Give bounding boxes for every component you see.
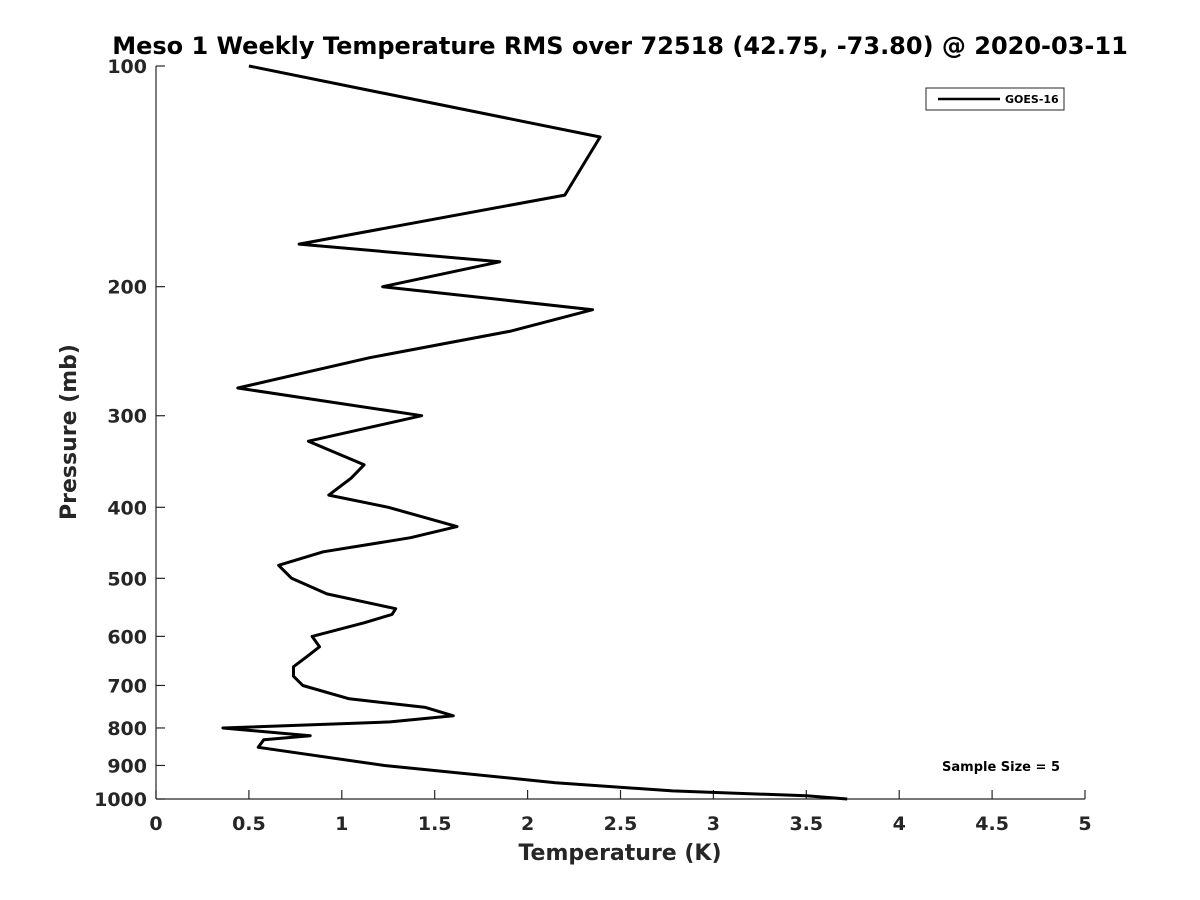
series-layer xyxy=(221,64,848,801)
x-tick-label: 2 xyxy=(521,813,534,835)
x-tick-label: 1 xyxy=(335,813,348,835)
x-tick-label: 4.5 xyxy=(975,813,1009,835)
x-tick-label: 0 xyxy=(149,813,162,835)
x-tick-label: 2.5 xyxy=(604,813,638,835)
y-tick-label: 700 xyxy=(107,675,147,697)
y-tick-label: 500 xyxy=(107,568,147,590)
x-axis-label: Temperature (K) xyxy=(518,841,721,866)
legend-label: GOES-16 xyxy=(1005,93,1059,106)
x-tick-label: 1.5 xyxy=(418,813,452,835)
x-tick-label: 3.5 xyxy=(789,813,823,835)
y-tick-label: 400 xyxy=(107,497,147,519)
series-line-goes-16 xyxy=(221,64,848,801)
axes xyxy=(155,66,1085,800)
y-tick-label: 600 xyxy=(107,626,147,648)
x-tick-label: 0.5 xyxy=(232,813,266,835)
x-tick-label: 4 xyxy=(893,813,906,835)
x-tick-label: 5 xyxy=(1078,813,1091,835)
chart-title: Meso 1 Weekly Temperature RMS over 72518… xyxy=(112,32,1128,60)
y-ticks: 100 200 300 400 500 600 700 800 900 1000 xyxy=(94,56,165,811)
x-tick-label: 3 xyxy=(707,813,720,835)
y-axis-label: Pressure (mb) xyxy=(57,344,82,520)
y-tick-label: 1000 xyxy=(94,789,147,811)
sample-size-annotation: Sample Size = 5 xyxy=(942,760,1060,775)
legend: GOES-16 xyxy=(925,87,1065,111)
y-tick-label: 800 xyxy=(107,718,147,740)
y-tick-label: 300 xyxy=(107,406,147,428)
y-tick-label: 900 xyxy=(107,755,147,777)
x-ticks: 0 0.5 1 1.5 2 2.5 3 3.5 4 4.5 5 xyxy=(149,790,1092,835)
y-tick-label: 100 xyxy=(107,56,147,78)
y-tick-label: 200 xyxy=(107,277,147,299)
